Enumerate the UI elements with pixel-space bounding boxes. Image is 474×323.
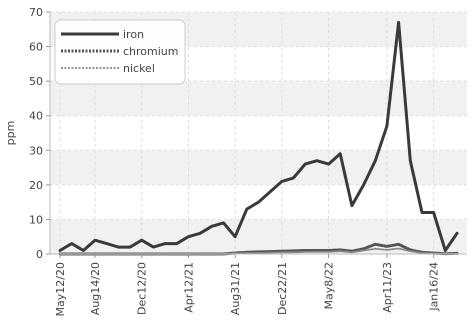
y-tick-label: 70	[29, 6, 43, 19]
legend-label-iron: iron	[123, 28, 144, 41]
y-tick-labels: 0 10 20 30 40 50 60 70	[29, 6, 50, 261]
plot-band	[50, 150, 467, 185]
x-tick-label: Dec22/21	[276, 262, 289, 315]
y-tick-label: 30	[29, 144, 43, 157]
gridlines	[50, 11, 467, 255]
legend-label-chromium: chromium	[123, 45, 179, 58]
y-tick-label: 10	[29, 213, 43, 226]
plot-band	[50, 81, 467, 116]
x-tick-label: Jan16/24	[428, 262, 441, 312]
legend-label-nickel: nickel	[123, 62, 155, 75]
x-tick-label: Dec12/20	[136, 262, 149, 315]
x-tick-label: Apr11/23	[381, 262, 394, 313]
y-tick-label: 50	[29, 75, 43, 88]
y-tick-label: 0	[36, 248, 43, 261]
x-tick-label: Aug31/21	[229, 262, 242, 315]
x-tick-label: Apr12/21	[182, 262, 195, 313]
y-tick-label: 60	[29, 41, 43, 54]
legend: iron chromium nickel	[54, 19, 186, 85]
x-tick-label: May12/20	[54, 262, 67, 316]
x-tick-labels: May12/20 Aug14/20 Dec12/20 Apr12/21 Aug31/21…	[54, 254, 441, 316]
y-tick-label: 20	[29, 179, 43, 192]
y-tick-label: 40	[29, 110, 43, 123]
y-axis-title: ppm	[4, 121, 17, 146]
axes	[49, 12, 467, 255]
series-line-iron	[58, 20, 459, 252]
x-tick-label: Aug14/20	[89, 262, 102, 315]
plot-band	[50, 219, 467, 254]
x-tick-label: May8/22	[323, 262, 336, 309]
